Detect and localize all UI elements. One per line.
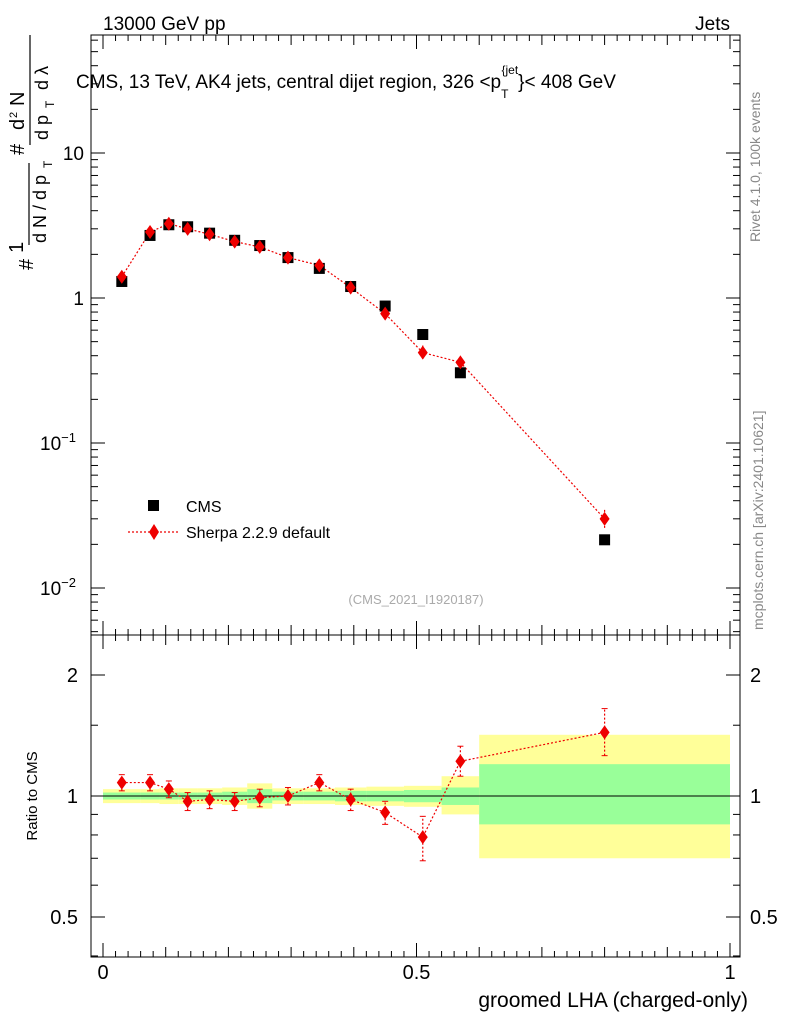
- legend-cms-label: CMS: [186, 499, 222, 516]
- mcplots-label: mcplots.cern.ch [arXiv:2401.10621]: [750, 411, 766, 630]
- ratio-sherpa-point: [163, 782, 174, 797]
- legend-cms-marker: [148, 500, 159, 511]
- main-y-axis-label: #1 d N / d p T # d 2 N d p T d λ: [6, 35, 57, 270]
- ratio-y-tick-label-left: 0.5: [50, 907, 78, 929]
- main-panel: 10−2 10−1 1 10 CMS, 13 TeV, AK4 jets, centr…: [6, 34, 741, 636]
- svg-text:d: d: [32, 80, 52, 90]
- main-frame: [90, 34, 741, 636]
- main-y-tick-labels: 10−2 10−1 1 10: [40, 144, 84, 600]
- ratio-sherpa-point: [380, 805, 391, 820]
- svg-text:#1: #1: [6, 242, 38, 270]
- ratio-ticks: [91, 635, 740, 957]
- rivet-version-label: Rivet 4.1.0, 100k events: [747, 92, 763, 242]
- ratio-sherpa-line: [121, 731, 605, 839]
- sherpa-data-point: [182, 221, 193, 236]
- legend: CMS Sherpa 2.2.9 default: [128, 499, 331, 542]
- main-y-tick-label: 1: [73, 289, 84, 310]
- sherpa-data-point: [417, 345, 428, 360]
- sherpa-data-point: [145, 225, 156, 240]
- ratio-y-tick-labels: 0.5 0.5 1 1 2 2: [50, 665, 778, 929]
- ratio-sherpa-point: [182, 794, 193, 809]
- svg-text:d p: d p: [32, 115, 52, 140]
- main-title: CMS, 13 TeV, AK4 jets, central dijet reg…: [76, 63, 616, 101]
- ratio-y-tick-label-left: 2: [67, 665, 78, 687]
- x-axis-label: groomed LHA (charged-only): [478, 989, 748, 1012]
- ratio-sherpa-point: [282, 789, 293, 803]
- ratio-sherpa-point: [254, 790, 265, 805]
- main-ticks: [91, 35, 740, 635]
- ratio-y-tick-label-left: 1: [67, 786, 78, 808]
- svg-text:λ: λ: [32, 66, 52, 75]
- ratio-sherpa-point: [314, 775, 325, 790]
- legend-sherpa-label: Sherpa 2.2.9 default: [186, 525, 331, 542]
- svg-text:d N / d p: d N / d p: [30, 175, 50, 243]
- main-y-tick-label: 10: [63, 144, 84, 165]
- main-title-text: CMS, 13 TeV, AK4 jets, central dijet reg…: [76, 72, 501, 93]
- main-title-subscript: T: [501, 87, 509, 101]
- svg-text:#: #: [7, 143, 29, 155]
- sherpa-data-point: [204, 227, 215, 242]
- ratio-sherpa-point: [145, 775, 156, 790]
- cms-data-point: [379, 300, 391, 312]
- ratio-sherpa-point: [204, 792, 215, 807]
- sherpa-line: [121, 223, 606, 520]
- ratio-y-tick-label-right: 2: [750, 665, 761, 687]
- sherpa-data-point: [116, 269, 127, 284]
- ratio-y-tick-label-right: 1: [750, 786, 761, 808]
- x-tick-label: 0: [97, 962, 108, 984]
- x-tick-label: 0.5: [403, 962, 431, 984]
- svg-text:d: d: [7, 119, 29, 130]
- ratio-sherpa-point: [599, 725, 610, 740]
- ratio-x-tick-labels: 0 0.5 1: [97, 962, 735, 984]
- sherpa-data-point: [380, 306, 391, 321]
- legend-sherpa-marker: [149, 524, 159, 540]
- svg-text:T: T: [43, 100, 57, 108]
- ratio-y-axis-label: Ratio to CMS: [24, 751, 41, 840]
- svg-text:T: T: [41, 160, 55, 168]
- ratio-sherpa-point: [345, 792, 356, 807]
- main-title-superscript: {jet: [501, 63, 518, 77]
- ratio-sherpa-point: [417, 830, 428, 845]
- cms-data-point: [417, 329, 429, 341]
- x-tick-label: 1: [724, 962, 735, 984]
- sherpa-data-point: [314, 258, 325, 273]
- ratio-series: [116, 708, 610, 862]
- main-series: [116, 216, 611, 546]
- sherpa-data-point: [599, 511, 610, 526]
- header-energy-label: 13000 GeV pp: [103, 14, 226, 35]
- ratio-sherpa-point: [229, 794, 240, 809]
- main-y-tick-label: 10−1: [40, 430, 76, 455]
- ratio-sherpa-point: [116, 775, 127, 790]
- svg-text:2: 2: [8, 112, 20, 118]
- sherpa-data-point: [282, 250, 293, 265]
- ratio-sherpa-point: [455, 754, 466, 769]
- main-y-tick-label: 10−2: [40, 575, 76, 600]
- analysis-watermark: (CMS_2021_I1920187): [348, 592, 483, 607]
- sherpa-data-point: [345, 280, 356, 295]
- cms-data-point: [454, 367, 466, 379]
- svg-text:N: N: [7, 92, 29, 106]
- ratio-panel: 0.5 0.51 12 2 0 0.5 1 Ratio to CMS groomed LH…: [24, 634, 778, 1012]
- stat-uncertainty-band: [479, 764, 730, 825]
- ratio-uncertainty-bands: [103, 734, 730, 859]
- sherpa-data-point: [229, 234, 240, 249]
- cms-data-point: [599, 534, 611, 546]
- ratio-y-tick-label-right: 0.5: [750, 907, 778, 929]
- header-jets-label: Jets: [695, 14, 730, 35]
- sherpa-data-point: [254, 239, 265, 254]
- sherpa-data-point: [455, 355, 466, 370]
- sherpa-data-point: [163, 216, 174, 231]
- main-title-end: }< 408 GeV: [518, 72, 616, 93]
